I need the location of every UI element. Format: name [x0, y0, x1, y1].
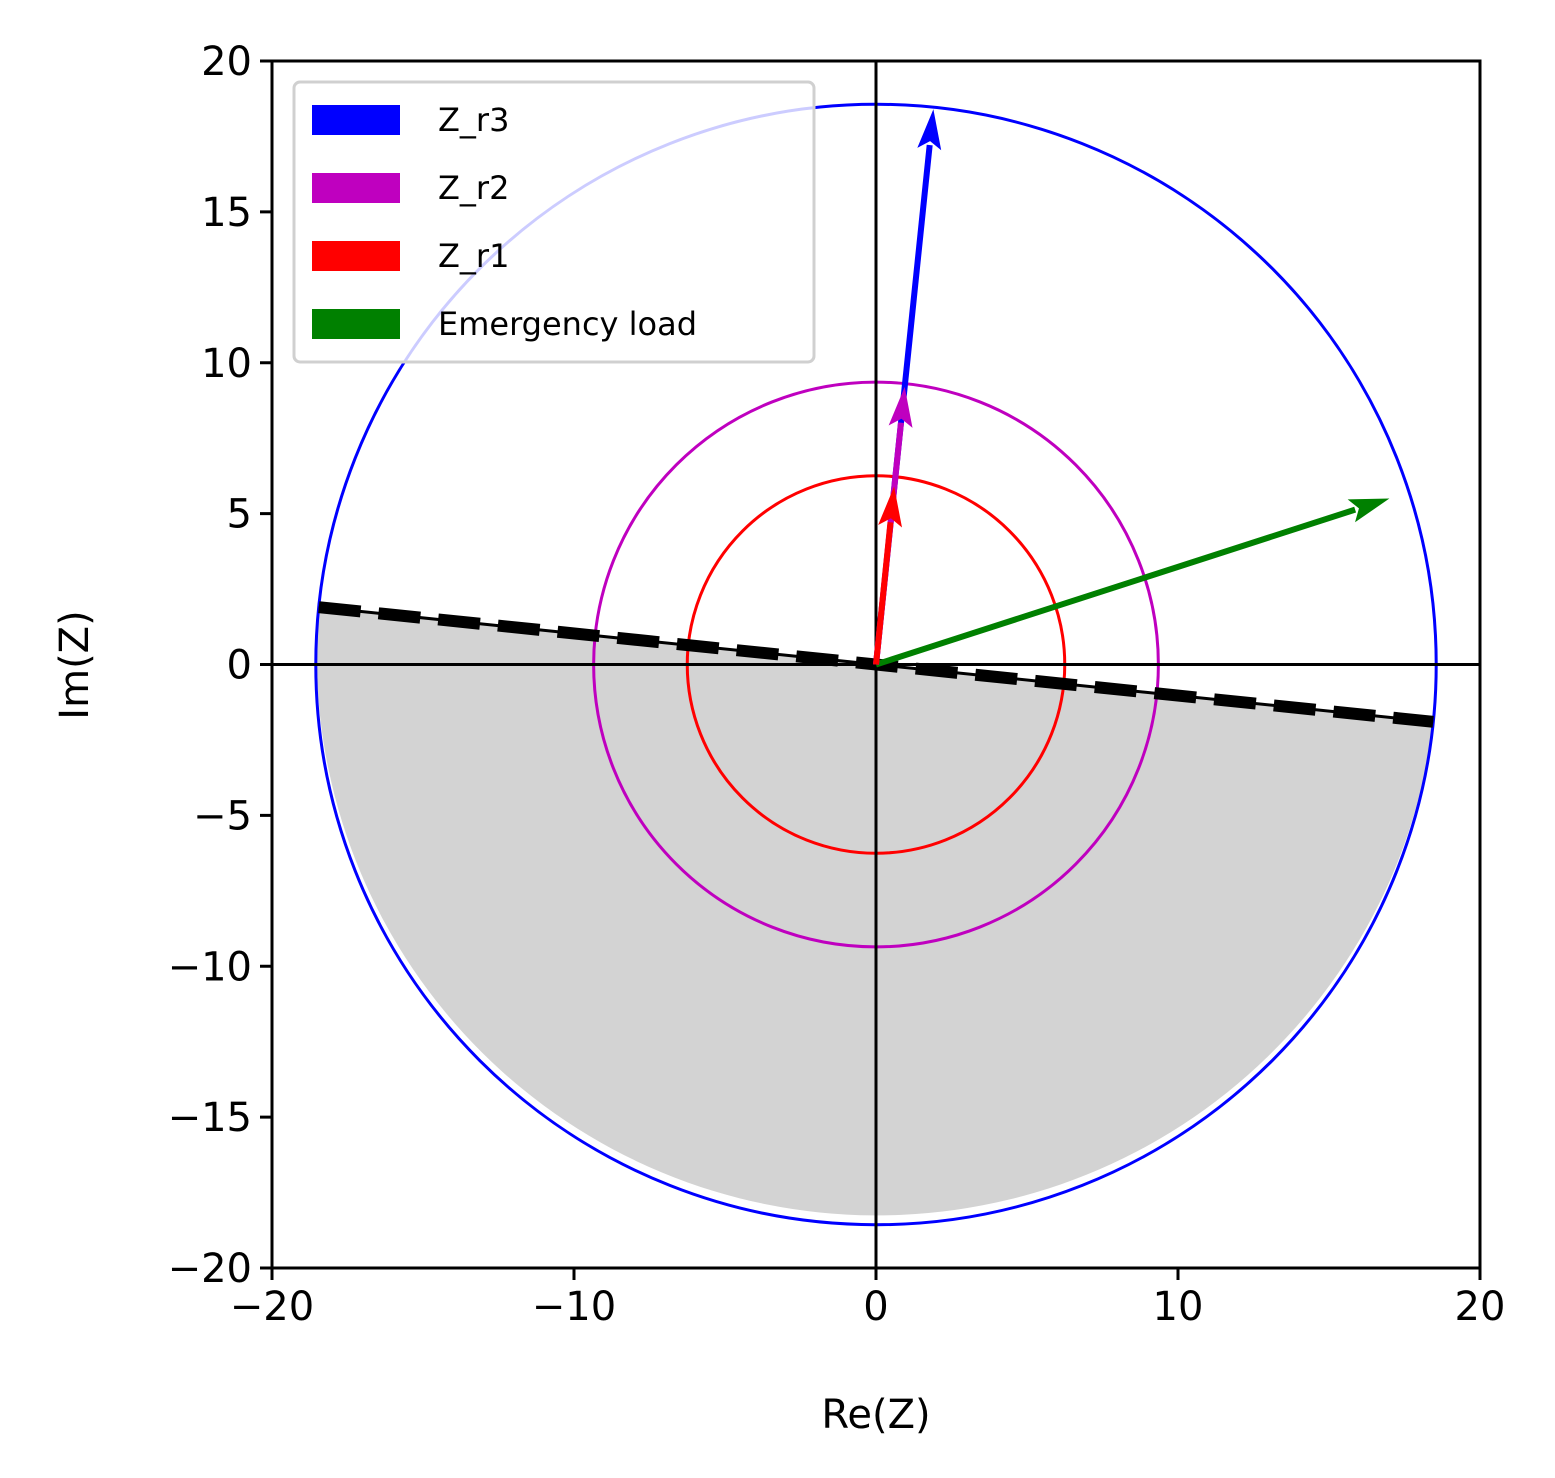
arrow-z-r1-head — [878, 486, 903, 528]
plot-area — [270, 59, 1482, 1270]
legend-label: Z_r1 — [438, 237, 509, 275]
legend-swatch — [312, 241, 400, 271]
tick-labels: −20 −10 0 10 20 −20 −15 −10 −5 0 5 10 15 20 — [168, 39, 1506, 1330]
x-tick-label: 10 — [1153, 1284, 1204, 1330]
x-tick-label: −10 — [532, 1284, 616, 1330]
y-tick-label: −15 — [168, 1095, 252, 1141]
y-tick-label: 20 — [201, 39, 252, 85]
x-tick-label: 0 — [863, 1284, 888, 1330]
y-tick-label: −10 — [168, 944, 252, 990]
legend-label: Emergency load — [438, 305, 697, 343]
y-tick-label: 10 — [201, 341, 252, 387]
legend-swatch — [312, 173, 400, 203]
y-axis-label: Im(Z) — [52, 610, 98, 719]
y-tick-label: 5 — [227, 492, 252, 538]
y-tick-label: −5 — [193, 793, 252, 839]
arrow-emergency-load-shaft — [875, 506, 1357, 668]
y-tick-label: 0 — [227, 643, 252, 689]
x-tick-label: −20 — [230, 1284, 314, 1330]
x-axis-label: Re(Z) — [821, 1392, 930, 1438]
legend-label: Z_r3 — [438, 101, 509, 139]
y-tick-label: −20 — [168, 1246, 252, 1292]
arrow-z-r3-head — [917, 109, 942, 151]
legend: Z_r3 Z_r2 Z_r1 Emergency load — [292, 80, 816, 364]
arrow-z-r1-shaft — [873, 521, 894, 665]
legend-swatch — [312, 105, 400, 135]
legend-frame — [292, 80, 816, 364]
arrow-emergency-load-head — [1347, 498, 1390, 523]
x-tick-label: 20 — [1455, 1284, 1506, 1330]
legend-label: Z_r2 — [438, 169, 509, 207]
legend-swatch — [312, 309, 400, 339]
arrow-z-r2-head — [888, 386, 913, 428]
y-tick-label: 15 — [201, 190, 252, 236]
